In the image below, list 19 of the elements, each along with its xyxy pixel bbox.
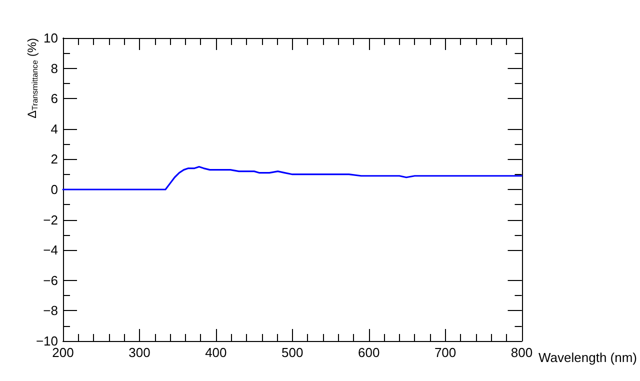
y-axis-title: ΔTransmittance (%): [25, 38, 40, 118]
y-tick-label: 6: [50, 91, 58, 106]
x-tick-label: 700: [434, 345, 456, 360]
y-tick-label: −4: [43, 242, 58, 258]
y-tick-label: −8: [43, 303, 58, 318]
y-tick-label: −6: [43, 272, 58, 288]
y-tick-label: 8: [50, 60, 58, 76]
x-axis-title: Wavelength (nm): [538, 350, 637, 365]
x-tick-label: 500: [282, 345, 304, 360]
y-tick-label: 2: [50, 152, 58, 167]
y-tick-label: 10: [44, 30, 58, 46]
y-tick-label: −2: [43, 212, 58, 228]
y-tick-label: 0: [50, 182, 58, 197]
x-tick-label: 600: [358, 345, 380, 360]
x-tick-label: 400: [205, 345, 227, 360]
x-tick-label: 300: [128, 345, 150, 360]
x-tick-label: 800: [510, 345, 533, 360]
line-series: [62, 166, 523, 190]
y-tick-label: 4: [50, 121, 58, 136]
